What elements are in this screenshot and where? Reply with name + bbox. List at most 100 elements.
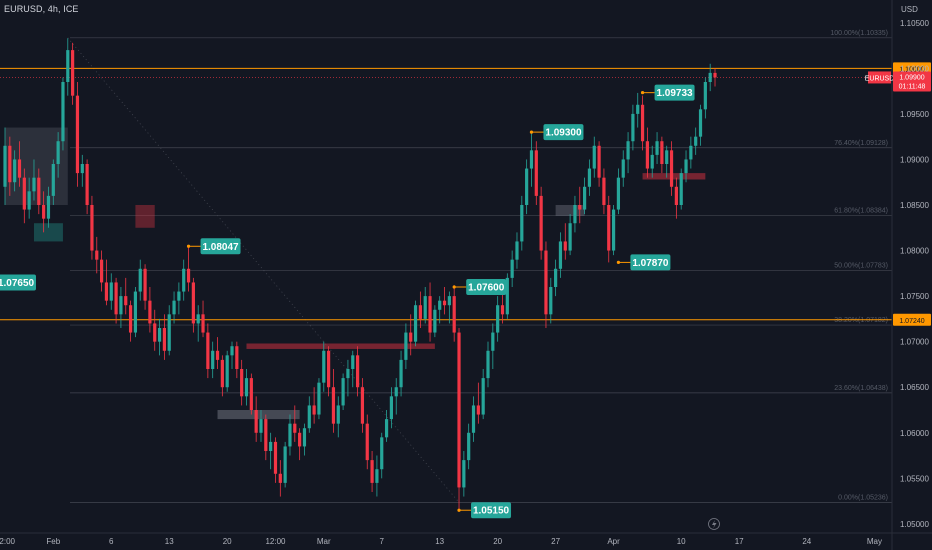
candle[interactable]	[283, 441, 287, 488]
candle[interactable]	[3, 127, 7, 205]
candle[interactable]	[157, 318, 162, 356]
candle[interactable]	[346, 359, 350, 397]
candle[interactable]	[133, 287, 138, 338]
candle[interactable]	[90, 195, 94, 260]
candle[interactable]	[621, 150, 625, 187]
candle[interactable]	[225, 350, 229, 392]
candle[interactable]	[370, 451, 374, 492]
candle[interactable]	[317, 378, 321, 420]
candle[interactable]	[273, 437, 278, 483]
candle[interactable]	[626, 132, 630, 174]
candle[interactable]	[525, 159, 529, 215]
candle[interactable]	[66, 38, 70, 96]
candle[interactable]	[114, 277, 118, 324]
candle[interactable]	[529, 132, 534, 187]
candle[interactable]	[394, 378, 398, 415]
candle[interactable]	[119, 287, 123, 328]
candle[interactable]	[660, 136, 664, 174]
candle[interactable]	[341, 373, 345, 410]
candle[interactable]	[491, 323, 495, 369]
candle[interactable]	[413, 300, 418, 347]
candle[interactable]	[186, 246, 191, 292]
candle[interactable]	[249, 373, 253, 415]
candle[interactable]	[322, 341, 326, 392]
candle[interactable]	[17, 141, 22, 187]
candle[interactable]	[8, 136, 12, 196]
candle[interactable]	[307, 396, 311, 433]
candle[interactable]	[235, 341, 239, 379]
candle[interactable]	[153, 309, 157, 351]
candle[interactable]	[61, 77, 65, 151]
candle[interactable]	[544, 241, 548, 328]
candle[interactable]	[674, 177, 678, 219]
candle[interactable]	[689, 136, 693, 169]
candle[interactable]	[32, 159, 36, 201]
candle[interactable]	[259, 410, 263, 442]
candle[interactable]	[438, 296, 442, 324]
candle[interactable]	[384, 410, 389, 442]
candle[interactable]	[631, 104, 635, 151]
price-callout-box[interactable]	[630, 254, 671, 271]
candle[interactable]	[312, 387, 316, 424]
candle[interactable]	[554, 259, 558, 297]
candle[interactable]	[211, 341, 215, 379]
candle[interactable]	[505, 273, 509, 319]
candle[interactable]	[563, 223, 567, 260]
candle[interactable]	[27, 177, 31, 219]
candle[interactable]	[201, 300, 205, 338]
price-callout-box[interactable]	[200, 238, 241, 255]
candle[interactable]	[486, 341, 490, 388]
candle[interactable]	[196, 305, 200, 342]
candle[interactable]	[481, 369, 485, 420]
candle[interactable]	[713, 68, 717, 87]
candle[interactable]	[592, 136, 596, 178]
candle[interactable]	[611, 205, 616, 256]
candle[interactable]	[288, 414, 292, 456]
candle[interactable]	[679, 168, 683, 210]
candle[interactable]	[399, 350, 403, 397]
symbol-title[interactable]: EURUSD, 4h, ICE	[4, 4, 79, 14]
candle[interactable]	[56, 132, 60, 178]
candle[interactable]	[85, 159, 89, 215]
candle[interactable]	[230, 341, 234, 369]
candle[interactable]	[433, 305, 437, 338]
price-callout-box[interactable]	[471, 502, 512, 519]
lightning-icon[interactable]	[708, 518, 720, 530]
candle[interactable]	[520, 195, 524, 251]
candle[interactable]	[607, 195, 611, 263]
candle[interactable]	[602, 168, 606, 215]
candle[interactable]	[467, 423, 471, 470]
candle[interactable]	[597, 141, 601, 187]
candle[interactable]	[80, 154, 84, 187]
price-callout-box[interactable]	[654, 84, 695, 101]
candle[interactable]	[327, 346, 331, 397]
candle[interactable]	[375, 455, 379, 497]
candle[interactable]	[428, 282, 432, 342]
candle[interactable]	[244, 369, 249, 406]
candle[interactable]	[95, 236, 99, 274]
candle[interactable]	[698, 104, 703, 146]
candle[interactable]	[665, 145, 669, 178]
candle[interactable]	[573, 195, 577, 233]
candle[interactable]	[143, 264, 147, 310]
candle[interactable]	[578, 186, 582, 224]
candle[interactable]	[568, 214, 572, 256]
candle[interactable]	[109, 273, 113, 310]
candle[interactable]	[409, 314, 413, 356]
candle[interactable]	[510, 250, 514, 287]
candle[interactable]	[418, 291, 422, 328]
candle[interactable]	[549, 277, 553, 324]
candle[interactable]	[360, 378, 365, 433]
candle[interactable]	[37, 168, 41, 215]
candle[interactable]	[13, 150, 17, 192]
candle[interactable]	[539, 186, 543, 260]
candle[interactable]	[177, 282, 181, 315]
candle[interactable]	[645, 127, 649, 178]
candle[interactable]	[128, 300, 133, 342]
candle[interactable]	[293, 405, 297, 442]
candle[interactable]	[264, 414, 268, 461]
candle[interactable]	[172, 291, 176, 324]
candle[interactable]	[380, 432, 384, 479]
candle[interactable]	[404, 323, 408, 369]
candle[interactable]	[534, 141, 538, 205]
